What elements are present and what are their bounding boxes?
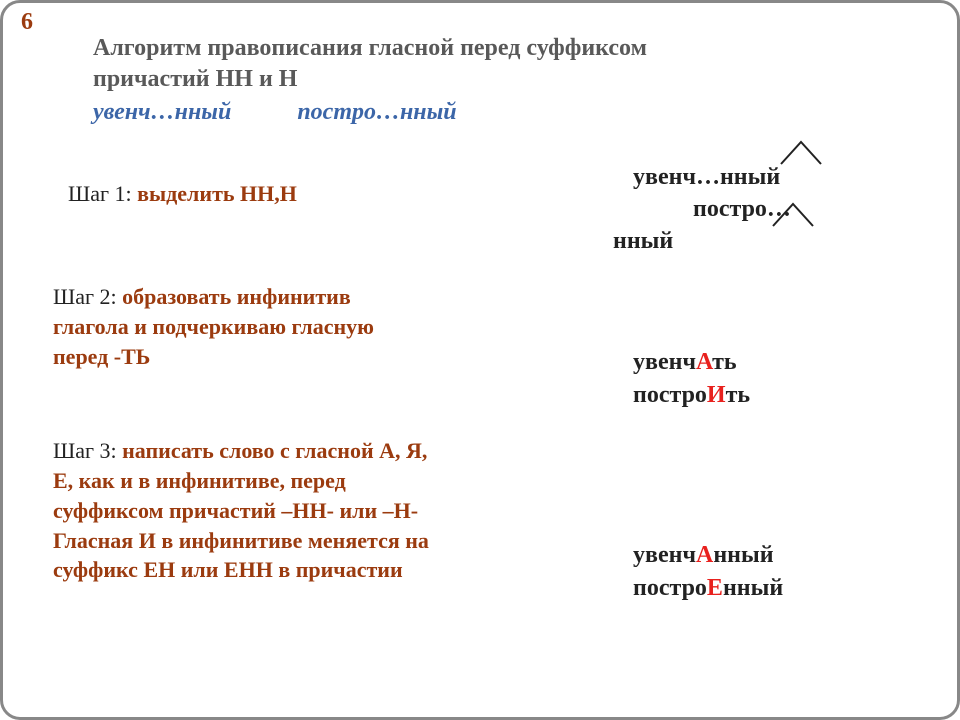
slide-number: 6 [21,9,33,36]
step-3-text: суффиксом причастий –НН- или –Н- [53,498,418,523]
step-1: Шаг 1: выделить НН,Н [68,181,593,207]
p1-post: нный [713,542,773,568]
step-2: Шаг 2: образовать инфинитив глагола и по… [53,282,593,371]
right-step-3: увенчАнный построЕнный [633,539,923,604]
slide-frame: 6 Алгоритм правописания гласной перед су… [0,0,960,720]
participle-1: увенчАнный [633,539,923,571]
step-2-text: перед -ТЬ [53,344,150,369]
p2-vowel: Е [707,575,723,601]
p1-pre: увенч [633,542,696,568]
inf2-post: ть [726,382,750,408]
p2-post: нный [723,575,783,601]
inf2-vowel: И [707,382,726,408]
title-line-1: Алгоритм правописания гласной перед суфф… [93,35,647,61]
step-2-text: образовать инфинитив [122,284,351,309]
inf1-pre: увенч [633,349,696,375]
infinitive-1: увенчАть [633,346,923,378]
p2-pre: постро [633,575,707,601]
step-3-text: Гласная И в инфинитиве меняется на [53,528,429,553]
p1-vowel: А [696,542,713,568]
step-1-label: Шаг 1: [68,181,137,206]
step-2-label: Шаг 2: [53,284,122,309]
morph-word-2b: нный [613,228,673,255]
step-3: Шаг 3: написать слово с гласной А, Я, Е,… [53,436,593,584]
right-step-2: увенчАть построИть [633,346,923,411]
title-line-2: причастий НН и Н [93,66,297,92]
step-2-text: глагола и подчеркиваю гласную [53,314,374,339]
step-3-text: написать слово с гласной А, Я, [122,438,427,463]
example-2: постро…нный [297,99,456,125]
inf1-vowel: А [696,349,712,375]
inf2-pre: постро [633,382,707,408]
morph-word-1: увенч…нный [633,164,780,191]
content-row: Шаг 1: выделить НН,Н Шаг 2: образовать и… [33,136,927,625]
slide-title: Алгоритм правописания гласной перед суфф… [93,33,713,95]
example-1: увенч…нный [93,99,231,125]
morphology-block: увенч…нный постро… нный [593,136,923,246]
left-column: Шаг 1: выделить НН,Н Шаг 2: образовать и… [33,136,593,625]
step-1-text: выделить НН,Н [137,181,297,206]
step-3-label: Шаг 3: [53,438,122,463]
morph-word-2a: постро… [693,196,791,223]
step-3-text: Е, как и в инфинитиве, перед [53,468,346,493]
right-column: увенч…нный постро… нный увенчАть построИ… [593,136,923,625]
participle-2: построЕнный [633,572,923,604]
inf1-post: ть [712,349,736,375]
example-words: увенч…нный постро…нный [93,99,927,126]
infinitive-2: построИть [633,379,923,411]
step-3-text: суффикс ЕН или ЕНН в причастии [53,557,403,582]
